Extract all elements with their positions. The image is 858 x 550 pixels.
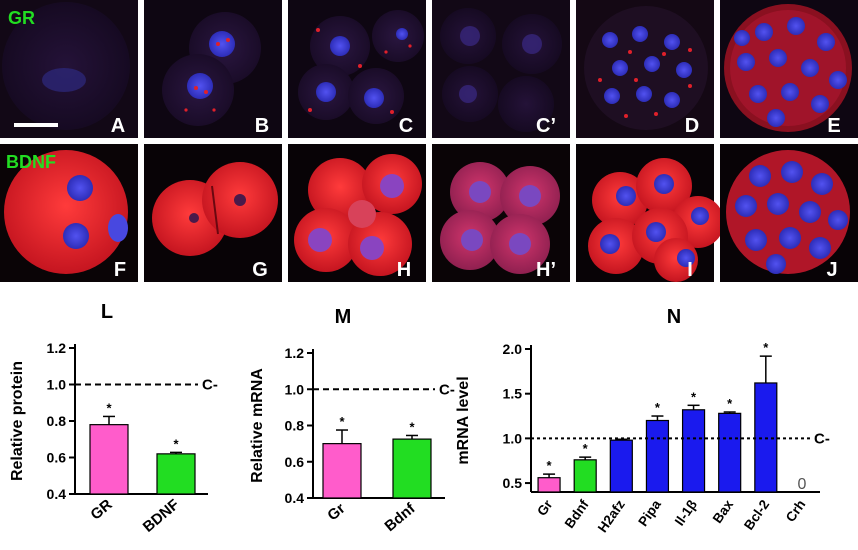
bar-Pipa: [645, 419, 670, 493]
bar-Bdnf: [392, 438, 432, 499]
bar-Bdnf: [573, 459, 597, 493]
scale-bar: [14, 123, 58, 127]
significance-star: *: [655, 400, 661, 415]
panel-c: C: [288, 0, 426, 138]
y-tick-label: 1.5: [503, 386, 523, 402]
significance-star: *: [409, 419, 415, 434]
bar-Gr: [322, 443, 362, 499]
row-label-gr: GR: [8, 8, 35, 28]
category-label: GR: [87, 496, 115, 524]
y-tick-label: 0.6: [47, 450, 67, 466]
panel-letter-f: F: [114, 259, 126, 281]
panel-letter-h: H: [397, 259, 411, 281]
category-label: Bax: [710, 497, 737, 526]
panel-letter-g: G: [252, 259, 268, 281]
y-tick-label: 0.8: [285, 418, 305, 434]
y-tick-label: 0.5: [503, 475, 523, 491]
panel-letter: M: [335, 306, 352, 328]
significance-star: *: [106, 400, 112, 415]
panel-a: A: [0, 0, 138, 138]
category-label: Il-1β: [672, 497, 700, 528]
y-tick-label: 1.0: [503, 430, 523, 446]
panel-g: G: [144, 144, 282, 282]
y-tick-label: 0.6: [285, 454, 305, 470]
panel-letter-a: A: [111, 115, 125, 137]
micrograph-row-bdnf: F G H: [0, 144, 858, 282]
category-label: Bdnf: [562, 497, 592, 531]
micrograph-row-gr: A B C: [0, 0, 858, 138]
category-label: Bdnf: [381, 499, 419, 535]
y-tick-label: 1.0: [285, 381, 305, 397]
panel-e: E: [720, 0, 858, 138]
panel-letter-h-prime: H’: [536, 259, 556, 281]
panel-d: D: [576, 0, 714, 138]
y-axis-label: Relative mRNA: [249, 368, 266, 483]
reference-line-label: C-: [439, 381, 455, 398]
reference-line-label: C-: [814, 430, 830, 447]
panel-j: J: [720, 144, 858, 282]
panel-letter-j: J: [826, 259, 837, 281]
y-tick-label: 1.0: [47, 377, 67, 393]
bar-H2afz: [609, 439, 633, 493]
y-tick-label: 0.4: [285, 490, 305, 506]
panel-b: B: [144, 0, 282, 138]
category-label: Gr: [534, 497, 556, 519]
category-label: Gr: [324, 500, 348, 524]
significance-star: *: [173, 436, 179, 451]
category-label: Crh: [783, 497, 809, 525]
panel-f: F: [0, 144, 138, 282]
bar-Il-1β: [681, 409, 706, 493]
panel-h: H: [288, 144, 426, 282]
panel-letter-c-prime: C’: [536, 115, 556, 137]
panel-letter: N: [667, 306, 681, 328]
chart-m: M Relative mRNA 0.4 0.6 0.8 1.0 1.2 * Gr * Bdnf C-: [249, 306, 455, 535]
category-label: Bcl-2: [741, 497, 772, 533]
reference-line-label: C-: [202, 377, 218, 394]
category-label: Pipa: [635, 497, 664, 529]
y-tick-label: 0.4: [47, 486, 67, 502]
significance-star: *: [547, 458, 553, 473]
row-label-bdnf: BDNF: [6, 152, 56, 172]
y-tick-label: 2.0: [503, 341, 523, 357]
y-axis-label: Relative protein: [9, 361, 26, 481]
y-tick-label: 1.2: [285, 345, 305, 361]
panel-letter: L: [101, 301, 113, 323]
category-label: BDNF: [140, 496, 183, 536]
y-tick-label: 0.8: [47, 413, 67, 429]
bar-Bax: [718, 412, 742, 493]
significance-star: *: [691, 389, 697, 404]
panel-i: I: [576, 144, 724, 282]
significance-star: *: [339, 414, 345, 429]
category-label: H2afz: [595, 497, 628, 535]
bar-GR: [89, 424, 129, 495]
y-axis-label: mRNA level: [455, 376, 472, 464]
chart-l: L Relative protein 0.4 0.6 0.8 1.0 1.2 * GR * BDNF…: [9, 301, 218, 536]
panel-letter-e: E: [827, 115, 840, 137]
bar-Gr: [537, 477, 561, 493]
significance-star: *: [727, 396, 733, 411]
panel-h-prime: H’: [432, 144, 570, 282]
panel-letter-i: I: [687, 259, 693, 281]
panel-letter-d: D: [685, 115, 699, 137]
bar-BDNF: [156, 453, 196, 495]
panel-letter-c: C: [399, 115, 413, 137]
value-label: 0: [797, 476, 806, 493]
significance-star: *: [583, 441, 589, 456]
y-tick-label: 1.2: [47, 340, 67, 356]
panel-c-prime: C’: [432, 0, 570, 138]
significance-star: *: [763, 340, 769, 355]
panel-letter-b: B: [255, 115, 269, 137]
